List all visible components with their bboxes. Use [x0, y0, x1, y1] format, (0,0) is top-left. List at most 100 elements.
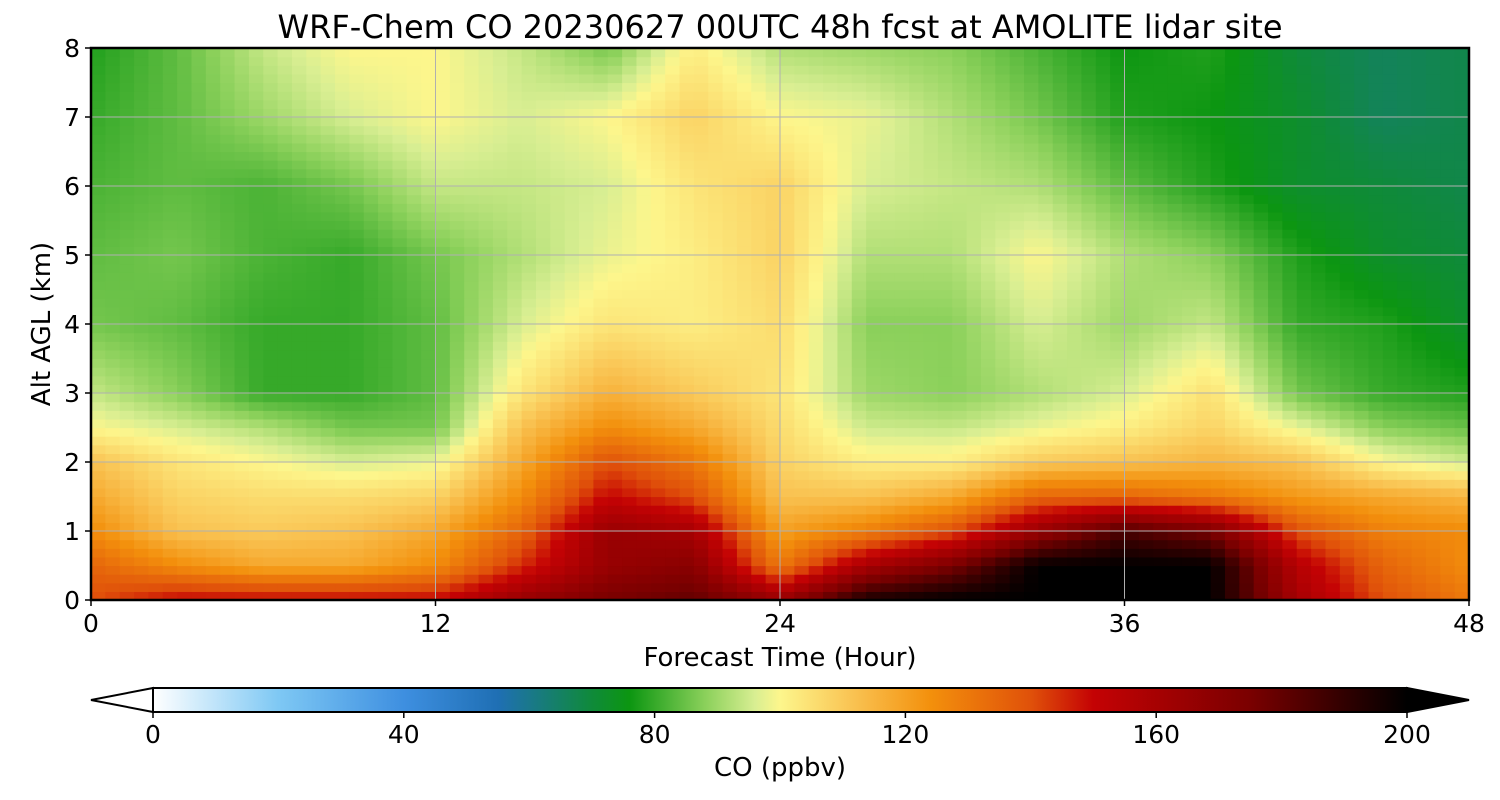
heatmap-cell	[91, 168, 106, 178]
heatmap-cell	[378, 306, 394, 316]
heatmap-cell	[191, 194, 207, 204]
heatmap-cell	[923, 427, 939, 437]
heatmap-cell	[1167, 548, 1183, 558]
heatmap-cell	[134, 203, 150, 213]
heatmap-cell	[780, 367, 795, 377]
heatmap-cell	[234, 203, 250, 213]
heatmap-cell	[909, 186, 925, 196]
heatmap-cell	[564, 203, 580, 213]
heatmap-cell	[1296, 375, 1312, 385]
heatmap-cell	[1440, 487, 1456, 498]
heatmap-cell	[564, 186, 580, 196]
heatmap-cell	[191, 539, 207, 549]
heatmap-cell	[1024, 453, 1039, 463]
heatmap-cell	[306, 263, 322, 273]
heatmap-cell	[636, 513, 652, 523]
heatmap-cell	[306, 427, 322, 437]
heatmap-cell	[665, 349, 681, 360]
heatmap-cell	[291, 479, 307, 489]
heatmap-cell	[478, 229, 494, 239]
heatmap-cell	[1153, 531, 1169, 541]
heatmap-cell	[650, 211, 666, 222]
heatmap-cell	[579, 418, 594, 429]
heatmap-cell	[794, 194, 810, 204]
heatmap-cell	[248, 522, 264, 532]
heatmap-cell	[1138, 168, 1154, 178]
heatmap-cell	[1081, 531, 1097, 541]
heatmap-cell	[492, 160, 508, 170]
heatmap-cell	[1224, 479, 1240, 489]
heatmap-cell	[478, 418, 494, 429]
heatmap-cell	[1052, 289, 1068, 299]
heatmap-cell	[607, 306, 623, 316]
heatmap-cell	[550, 427, 566, 437]
heatmap-cell	[751, 384, 767, 394]
heatmap-cell	[1339, 186, 1355, 196]
heatmap-cell	[665, 487, 681, 498]
heatmap-cell	[736, 479, 752, 489]
heatmap-cell	[1397, 229, 1413, 239]
heatmap-cell	[535, 289, 551, 299]
heatmap-cell	[1268, 289, 1283, 299]
heatmap-cell	[607, 479, 623, 489]
heatmap-cell	[177, 591, 193, 600]
heatmap-cell	[780, 255, 795, 265]
heatmap-cell	[320, 582, 336, 592]
heatmap-cell	[1268, 418, 1283, 429]
heatmap-cell	[894, 384, 910, 394]
heatmap-cell	[823, 582, 839, 592]
heatmap-cell	[435, 531, 451, 541]
heatmap-cell	[909, 160, 925, 170]
heatmap-cell	[679, 384, 695, 394]
heatmap-cell	[1454, 246, 1469, 256]
heatmap-cell	[1397, 298, 1413, 308]
heatmap-cell	[1368, 341, 1384, 351]
heatmap-cell	[464, 505, 480, 515]
heatmap-cell	[751, 263, 767, 273]
heatmap-cell	[205, 349, 221, 360]
heatmap-cell	[91, 255, 106, 265]
heatmap-cell	[1382, 444, 1398, 454]
heatmap-cell	[1282, 280, 1298, 291]
heatmap-cell	[1253, 194, 1269, 204]
heatmap-cell	[1296, 548, 1312, 558]
heatmap-cell	[1052, 436, 1068, 446]
heatmap-cell	[1440, 444, 1456, 454]
heatmap-cell	[765, 358, 781, 368]
heatmap-cell	[1138, 522, 1154, 532]
heatmap-cell	[952, 177, 968, 187]
heatmap-cell	[105, 591, 121, 600]
heatmap-cell	[1224, 255, 1240, 265]
heatmap-cell	[636, 565, 652, 575]
heatmap-cell	[693, 513, 709, 523]
heatmap-cell	[263, 565, 279, 575]
heatmap-cell	[909, 487, 925, 498]
heatmap-cell	[923, 453, 939, 463]
heatmap-cell	[1009, 384, 1025, 394]
heatmap-cell	[1440, 513, 1456, 523]
heatmap-cell	[1196, 427, 1212, 437]
heatmap-cell	[406, 211, 422, 222]
heatmap-cell	[1397, 367, 1413, 377]
heatmap-cell	[105, 151, 121, 161]
heatmap-cell	[421, 591, 437, 600]
heatmap-cell	[421, 289, 437, 299]
heatmap-cell	[105, 315, 121, 325]
heatmap-cell	[1224, 358, 1240, 368]
heatmap-cell	[248, 453, 264, 463]
heatmap-cell	[679, 349, 695, 360]
heatmap-cell	[306, 237, 322, 247]
heatmap-cell	[1397, 246, 1413, 256]
heatmap-cell	[392, 306, 408, 316]
heatmap-cell	[478, 211, 494, 222]
heatmap-cell	[866, 315, 882, 325]
heatmap-cell	[306, 479, 322, 489]
heatmap-cell	[248, 462, 264, 472]
heatmap-cell	[119, 177, 135, 187]
heatmap-cell	[880, 255, 896, 265]
heatmap-cell	[1110, 289, 1126, 299]
heatmap-cell	[349, 263, 365, 273]
heatmap-cell	[780, 229, 795, 239]
heatmap-cell	[263, 315, 279, 325]
heatmap-cell	[205, 539, 221, 549]
